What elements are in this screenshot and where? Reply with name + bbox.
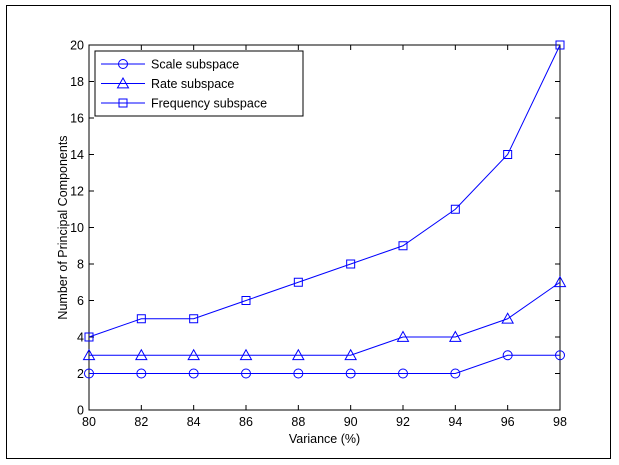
data-point bbox=[188, 368, 199, 379]
y-tick-label: 12 bbox=[70, 185, 84, 199]
y-axis-label: Number of Principal Components bbox=[56, 135, 70, 319]
y-tick-label: 14 bbox=[70, 148, 84, 162]
y-tick-label: 4 bbox=[77, 331, 84, 345]
data-point bbox=[398, 241, 408, 251]
y-tick-label: 10 bbox=[70, 221, 84, 235]
data-point bbox=[450, 368, 461, 379]
legend-label: Rate subspace bbox=[151, 77, 234, 91]
data-point bbox=[134, 348, 148, 361]
legend: Scale subspace Rate subspace Frequency sub… bbox=[94, 50, 304, 117]
data-point bbox=[396, 330, 410, 342]
y-tick-label: 16 bbox=[70, 112, 84, 126]
legend-marker bbox=[116, 76, 130, 89]
data-point bbox=[291, 348, 305, 361]
data-point bbox=[555, 350, 565, 361]
x-tick-label: 96 bbox=[501, 415, 515, 429]
series-line bbox=[89, 354, 560, 374]
data-point bbox=[136, 368, 147, 379]
data-point bbox=[241, 368, 251, 379]
data-point bbox=[501, 312, 515, 324]
y-tick-label: 2 bbox=[77, 367, 84, 381]
x-tick-label: 90 bbox=[344, 415, 358, 429]
y-tick-label: 0 bbox=[77, 404, 84, 418]
data-point bbox=[293, 277, 303, 287]
data-point bbox=[553, 275, 567, 288]
series-square bbox=[84, 40, 565, 342]
x-tick-label: 98 bbox=[553, 415, 567, 429]
data-point bbox=[136, 314, 146, 324]
y-tick-label: 20 bbox=[70, 39, 84, 53]
legend-marker bbox=[118, 59, 128, 69]
x-tick-label: 86 bbox=[239, 415, 253, 429]
y-tick-label: 18 bbox=[70, 75, 84, 89]
x-tick-label: 88 bbox=[291, 415, 305, 429]
data-point bbox=[555, 40, 565, 50]
data-point bbox=[448, 330, 462, 342]
x-tick-label: 94 bbox=[448, 415, 462, 429]
series-layer bbox=[82, 40, 567, 379]
data-point bbox=[293, 368, 304, 379]
data-point bbox=[84, 368, 94, 379]
data-point bbox=[241, 296, 251, 305]
series-triangle bbox=[82, 275, 567, 361]
x-axis: 80 82 84 86 88 90 92 94 96 98 bbox=[82, 45, 567, 429]
series-line bbox=[88, 44, 561, 338]
data-point bbox=[398, 368, 408, 379]
data-point bbox=[346, 259, 356, 269]
x-tick-label: 92 bbox=[396, 415, 410, 429]
data-point bbox=[189, 314, 199, 324]
x-tick-label: 80 bbox=[82, 415, 96, 429]
data-point bbox=[502, 350, 513, 361]
legend-marker bbox=[118, 98, 128, 108]
legend-label: Scale subspace bbox=[151, 58, 239, 72]
data-point bbox=[84, 332, 94, 342]
y-axis: 0 2 4 6 8 10 12 14 16 18 20 bbox=[70, 39, 560, 418]
series-circle bbox=[84, 350, 565, 379]
data-point bbox=[450, 204, 460, 214]
x-tick-label: 82 bbox=[134, 415, 148, 429]
data-point bbox=[187, 348, 201, 361]
y-tick-label: 6 bbox=[77, 294, 84, 308]
data-point bbox=[82, 348, 96, 361]
legend-item: Rate subspace bbox=[101, 76, 234, 91]
legend-item: Scale subspace bbox=[101, 58, 239, 72]
y-tick-label: 8 bbox=[77, 258, 84, 272]
data-point bbox=[345, 368, 356, 379]
legend-label: Frequency subspace bbox=[151, 97, 267, 111]
x-axis-label: Variance (%) bbox=[289, 432, 360, 446]
data-point bbox=[503, 150, 513, 159]
series-line bbox=[89, 281, 561, 356]
x-tick-label: 84 bbox=[187, 415, 201, 429]
data-point bbox=[344, 348, 358, 361]
legend-item: Frequency subspace bbox=[101, 97, 267, 111]
data-point bbox=[239, 348, 253, 361]
